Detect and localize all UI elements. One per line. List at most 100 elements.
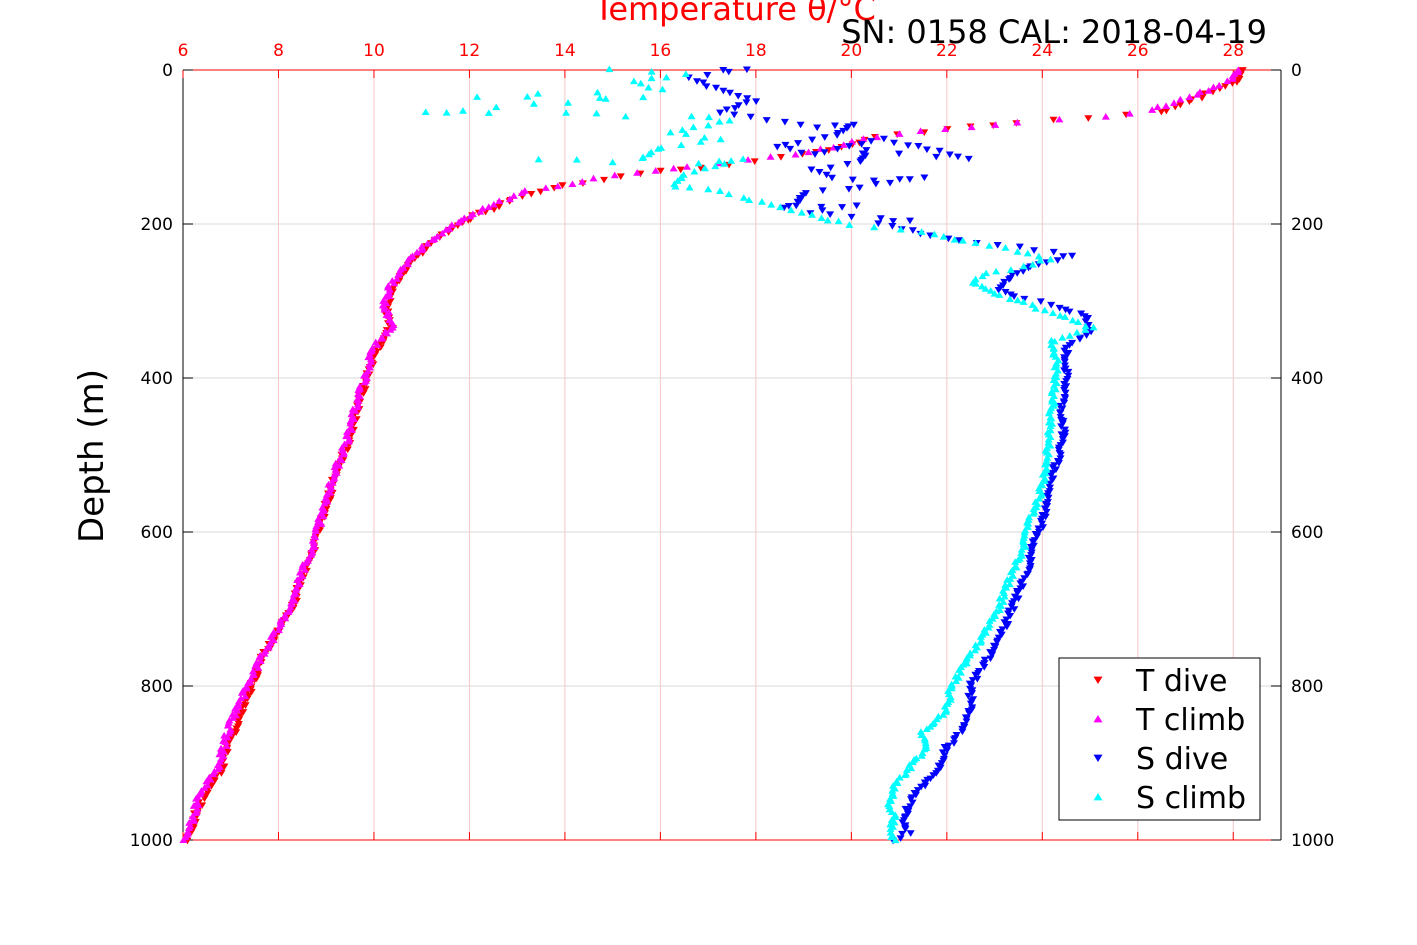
data-point-s-climb <box>739 194 748 201</box>
data-point-t-climb <box>280 611 289 619</box>
data-point-t-climb <box>509 192 518 199</box>
data-point-t-climb <box>495 197 504 205</box>
data-point-t-climb <box>489 200 498 208</box>
data-point-s-dive <box>833 145 842 153</box>
data-point-s-dive <box>1020 575 1029 582</box>
data-point-s-climb <box>901 771 910 779</box>
axis-ticks: 6 8 10 12 14 16 18 20 22 24 26 28 0 0 200 200 400 400 600 6… <box>130 41 1335 851</box>
data-point-s-dive <box>1065 308 1074 316</box>
data-point-t-climb <box>260 649 269 657</box>
data-point-t-climb <box>1176 95 1185 103</box>
data-point-s-climb <box>1006 266 1015 273</box>
data-point-s-climb <box>593 88 602 96</box>
data-point-s-dive <box>971 671 980 679</box>
data-point-t-dive <box>207 782 216 790</box>
data-point-s-climb <box>939 233 948 240</box>
data-point-s-climb <box>1081 322 1090 330</box>
data-point-s-dive <box>848 176 857 184</box>
data-point-s-dive <box>724 68 733 76</box>
data-point-t-climb <box>319 512 328 520</box>
data-point-t-climb <box>233 706 242 714</box>
data-point-s-climb <box>724 190 733 198</box>
data-point-s-dive <box>734 93 743 100</box>
data-point-t-dive <box>750 158 759 165</box>
data-point-t-dive <box>616 173 625 181</box>
data-point-t-climb <box>991 121 1000 128</box>
y-tick-label-right: 200 <box>1291 215 1323 235</box>
data-point-s-dive <box>794 140 803 147</box>
data-point-s-climb <box>907 764 916 772</box>
data-point-s-dive <box>994 286 1003 294</box>
data-point-t-climb <box>221 738 230 746</box>
data-point-s-climb <box>997 602 1006 609</box>
legend-marker <box>1093 714 1103 723</box>
data-point-s-dive <box>890 139 899 147</box>
y-tick-label-left: 200 <box>141 215 173 235</box>
data-point-t-climb <box>274 626 283 634</box>
data-point-t-climb <box>269 636 278 644</box>
data-point-s-dive <box>1060 399 1069 407</box>
y-tick-label-left: 800 <box>141 677 173 697</box>
data-point-s-dive <box>1027 543 1036 551</box>
data-point-s-dive <box>742 66 751 74</box>
legend-entry-label: T dive <box>1135 664 1227 699</box>
data-point-t-climb <box>1125 110 1134 117</box>
data-point-t-dive <box>223 749 232 756</box>
data-point-s-climb <box>930 230 939 238</box>
data-point-s-dive <box>1038 520 1047 528</box>
data-point-s-climb <box>982 269 991 277</box>
data-point-s-climb <box>995 594 1004 602</box>
data-point-s-dive <box>1014 595 1023 603</box>
data-point-s-climb <box>970 646 979 654</box>
data-point-s-climb <box>902 766 911 773</box>
data-point-s-climb <box>572 155 581 163</box>
data-point-s-climb <box>715 117 724 125</box>
data-point-s-dive <box>932 153 941 161</box>
data-point-s-climb <box>776 203 785 211</box>
data-point-s-climb <box>716 135 725 143</box>
data-point-s-climb <box>654 145 663 152</box>
data-point-t-climb <box>428 236 437 243</box>
data-point-s-climb <box>1017 545 1026 553</box>
data-point-t-climb <box>354 397 363 404</box>
data-point-s-dive <box>1010 293 1019 300</box>
data-point-s-climb <box>1024 519 1033 527</box>
data-point-s-climb <box>978 272 987 280</box>
data-point-s-climb <box>1011 558 1020 565</box>
serial-calibration-label: SN: 0158 CAL: 2018-04-19 <box>841 13 1267 51</box>
data-point-t-climb <box>895 130 904 137</box>
data-point-s-climb <box>592 109 601 117</box>
legend-entry-label: S climb <box>1136 781 1246 816</box>
data-point-s-dive <box>1061 429 1070 437</box>
legend-entry-label: T climb <box>1135 703 1245 738</box>
data-point-s-dive <box>908 227 917 234</box>
data-point-s-climb <box>1019 298 1028 305</box>
data-point-t-dive <box>1157 108 1166 116</box>
data-point-s-dive <box>1013 590 1022 597</box>
data-point-t-climb <box>329 475 338 483</box>
data-point-s-dive <box>945 151 954 159</box>
data-point-s-dive <box>993 639 1002 646</box>
data-point-t-dive <box>676 166 685 174</box>
data-point-s-dive <box>780 204 789 212</box>
data-point-t-climb <box>185 819 194 826</box>
data-point-t-climb <box>1148 106 1157 113</box>
data-point-t-climb <box>1169 99 1178 107</box>
x-tick-label: 16 <box>650 41 672 61</box>
data-point-s-dive <box>719 67 728 74</box>
data-point-s-dive <box>908 799 917 807</box>
data-point-s-dive <box>838 204 847 211</box>
data-point-t-climb <box>394 271 403 278</box>
data-point-s-climb <box>939 711 948 718</box>
data-point-s-climb <box>492 103 501 111</box>
data-point-s-dive <box>1054 460 1063 467</box>
data-point-s-climb <box>1042 466 1051 473</box>
data-point-s-climb <box>1002 584 1011 591</box>
data-point-s-dive <box>1051 466 1060 474</box>
data-point-s-dive <box>1015 243 1024 251</box>
data-point-s-dive <box>905 217 914 225</box>
data-point-s-climb <box>1013 296 1022 304</box>
data-point-s-dive <box>1020 295 1029 303</box>
data-point-t-climb <box>1013 118 1022 126</box>
data-point-s-climb <box>981 285 990 292</box>
